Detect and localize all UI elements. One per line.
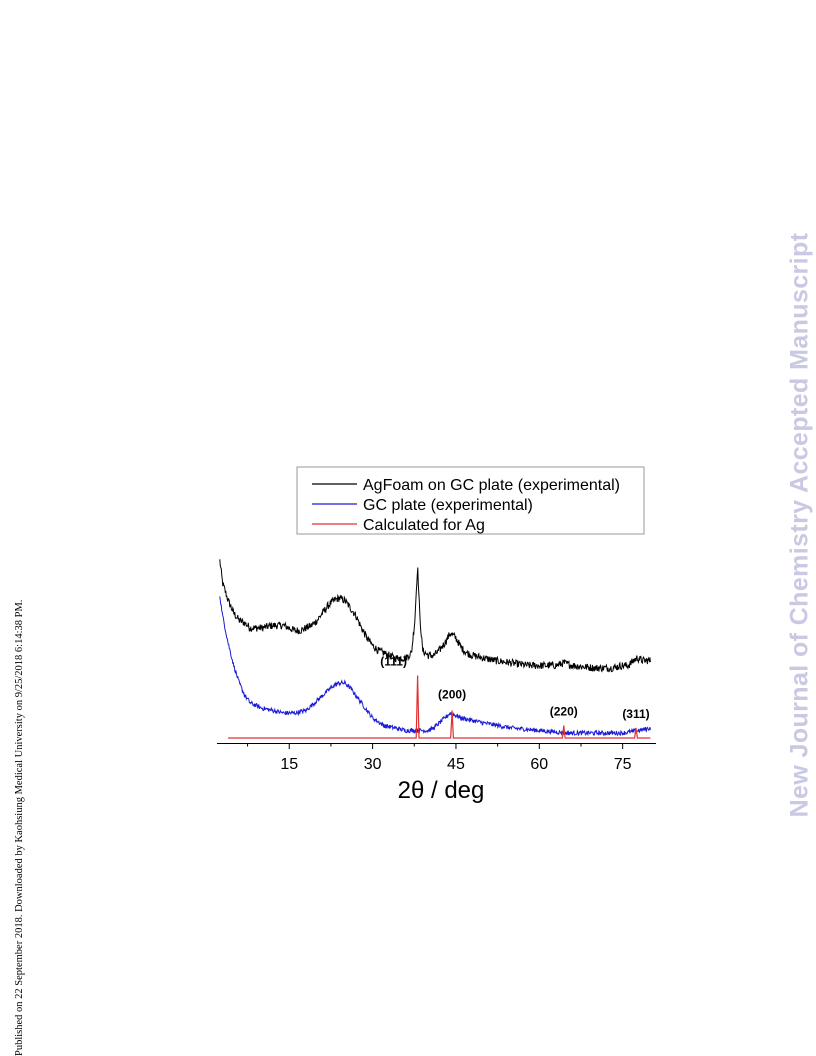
peak-label-3: (220)	[550, 705, 578, 719]
legend: AgFoam on GC plate (experimental) GC plat…	[296, 466, 645, 535]
peak-labels: (111) (200) (220) (311)	[380, 655, 649, 722]
legend-label-2: GC plate (experimental)	[363, 497, 533, 514]
x-tick-label-45: 45	[447, 756, 465, 773]
x-axis-label: 2θ / deg	[398, 777, 485, 804]
x-tick-label-60: 60	[530, 756, 548, 773]
x-tick-label-15: 15	[280, 756, 298, 773]
series-layer	[219, 559, 651, 739]
peak-label-2: (200)	[438, 688, 466, 702]
legend-box	[296, 466, 645, 535]
x-tick-label-75: 75	[614, 756, 632, 773]
legend-label-1: AgFoam on GC plate (experimental)	[363, 477, 620, 494]
peak-label-4: (311)	[622, 707, 649, 721]
series-line-3	[228, 675, 651, 739]
x-tick-label-30: 30	[364, 756, 382, 773]
peak-label-1: (111)	[380, 655, 407, 669]
x-axis-ticks: 15 30 45 60 75	[247, 743, 632, 773]
series-line-2	[219, 596, 651, 737]
series-line-1	[219, 559, 651, 673]
legend-label-3: Calculated for Ag	[363, 517, 485, 534]
